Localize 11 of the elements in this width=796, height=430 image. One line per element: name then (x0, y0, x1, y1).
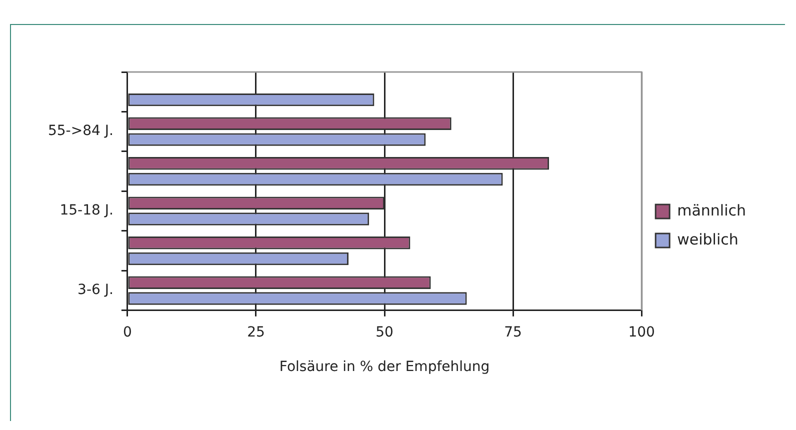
legend-label: weiblich (677, 230, 738, 248)
x-tick-label: 75 (504, 324, 522, 340)
x-tick-label: 100 (628, 324, 655, 340)
x-axis-title: Folsäure in % der Empfehlung (279, 359, 490, 376)
y-tick-label: 15-18 J. (60, 202, 114, 219)
x-tick-label: 0 (122, 324, 132, 340)
y-tick-label: 3-6 J. (78, 282, 114, 298)
x-tick-label: 25 (247, 324, 265, 340)
legend-label: männlich (677, 201, 746, 220)
y-tick-label: 55->84 J. (48, 123, 114, 140)
x-tick-label: 50 (376, 324, 394, 340)
